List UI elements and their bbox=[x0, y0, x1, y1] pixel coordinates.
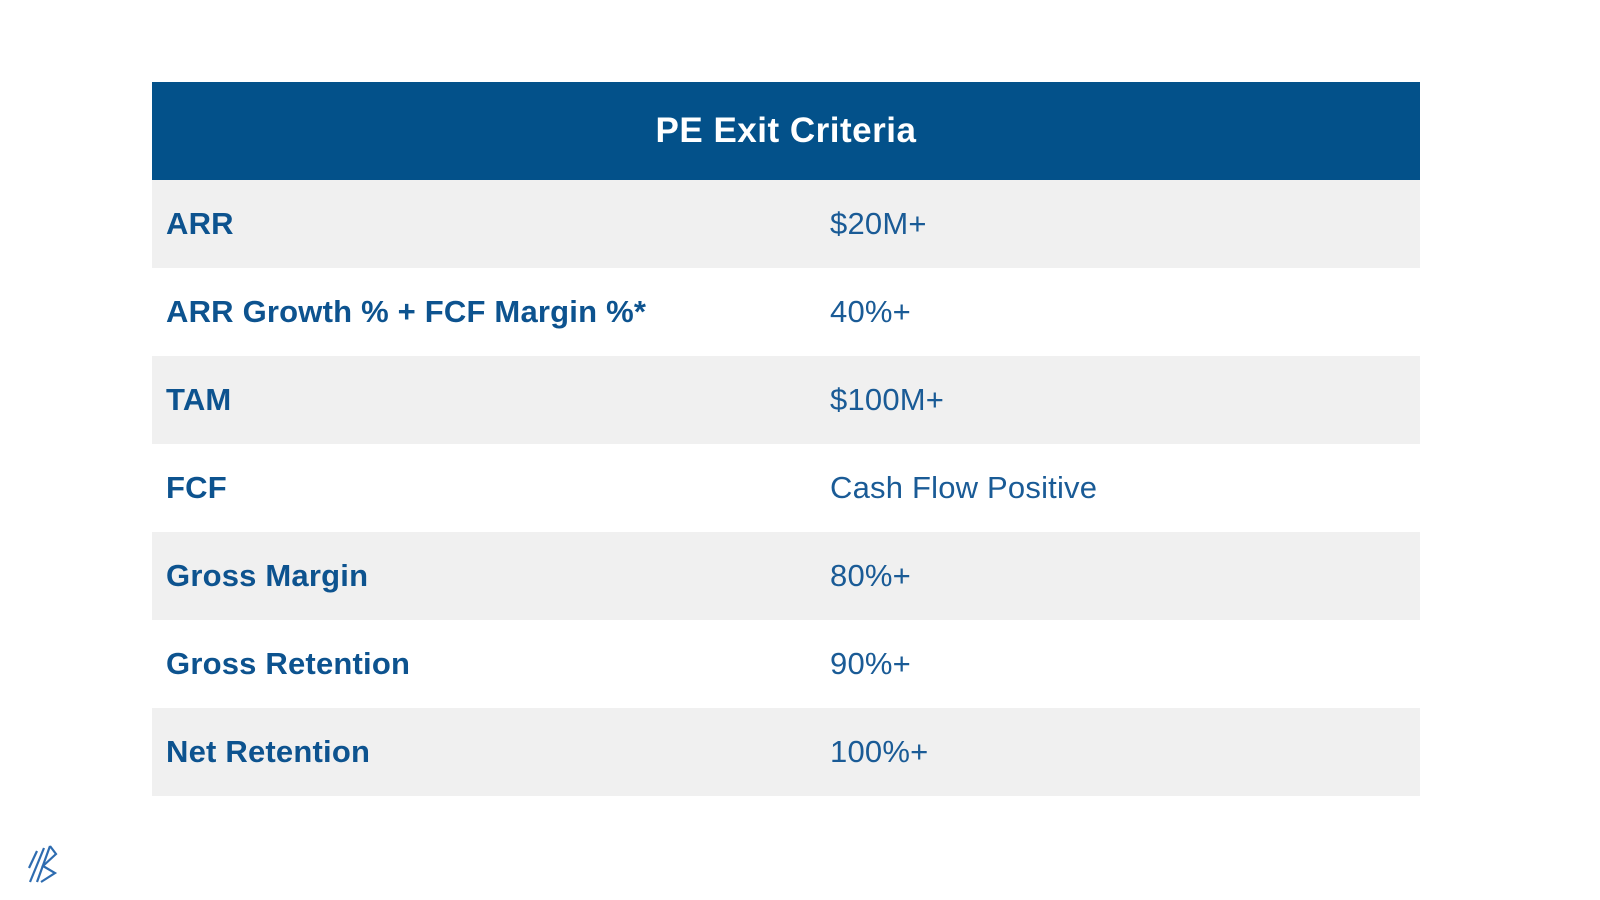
row-label: Gross Margin bbox=[166, 558, 369, 593]
row-value: $20M+ bbox=[830, 206, 927, 241]
table-row: ARR $20M+ bbox=[152, 180, 1420, 268]
row-value: 90%+ bbox=[830, 646, 911, 681]
table-title: PE Exit Criteria bbox=[655, 111, 917, 150]
row-label: Net Retention bbox=[166, 734, 371, 769]
table-row: FCF Cash Flow Positive bbox=[152, 444, 1420, 532]
row-value: 80%+ bbox=[830, 558, 911, 593]
row-value: 100%+ bbox=[830, 734, 929, 769]
row-value: Cash Flow Positive bbox=[830, 470, 1098, 505]
row-label: ARR Growth % + FCF Margin %* bbox=[166, 294, 647, 329]
row-label: TAM bbox=[166, 382, 232, 417]
table-row: Gross Retention 90%+ bbox=[152, 620, 1420, 708]
row-value: 40%+ bbox=[830, 294, 911, 329]
table-row: Gross Margin 80%+ bbox=[152, 532, 1420, 620]
row-label: FCF bbox=[166, 470, 227, 505]
brand-slashes-b-logo-icon bbox=[28, 845, 58, 883]
row-label: Gross Retention bbox=[166, 646, 411, 681]
row-label: ARR bbox=[166, 206, 234, 241]
row-value: $100M+ bbox=[830, 382, 945, 417]
table-row: Net Retention 100%+ bbox=[152, 708, 1420, 796]
table-header: PE Exit Criteria bbox=[152, 82, 1420, 180]
pe-exit-criteria-table: PE Exit Criteria ARR $20M+ ARR Growth % … bbox=[152, 82, 1420, 796]
table-row: TAM $100M+ bbox=[152, 356, 1420, 444]
table-row: ARR Growth % + FCF Margin %* 40%+ bbox=[152, 268, 1420, 356]
